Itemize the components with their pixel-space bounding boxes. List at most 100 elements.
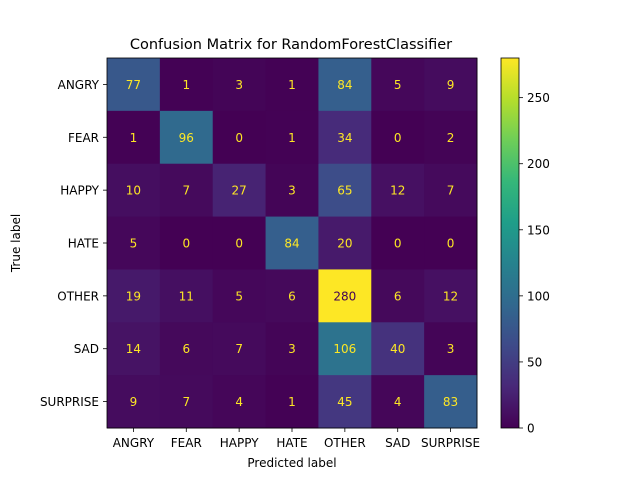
heatmap-cell — [318, 216, 372, 270]
chart-title: Confusion Matrix for RandomForestClassif… — [130, 37, 452, 53]
heatmap-cell — [371, 58, 425, 112]
cell-value-label: 6 — [288, 289, 296, 303]
y-tick-label: SAD — [74, 342, 99, 356]
heatmap-cell — [159, 322, 214, 376]
heatmap-cell — [212, 58, 267, 112]
cell-value-label: 106 — [333, 342, 356, 356]
cell-value-label: 5 — [235, 289, 243, 303]
cell-value-label: 6 — [394, 289, 402, 303]
x-tick-label: FEAR — [171, 436, 202, 450]
cell-value-label: 12 — [390, 184, 405, 198]
heatmap-cells — [107, 58, 478, 429]
cell-value-label: 6 — [182, 342, 190, 356]
heatmap-cell — [371, 163, 425, 218]
cell-value-label: 0 — [394, 131, 402, 145]
cell-value-label: 1 — [288, 78, 296, 92]
cell-value-label: 19 — [126, 289, 141, 303]
heatmap-cell-labels: 77 1 3 1 84 5 91 96 0 1 34 0 210 7 27 3 65 12 75 0 0 84 20 0 019… — [126, 78, 458, 409]
cell-value-label: 9 — [130, 395, 138, 409]
colorbar-tick-label: 0 — [527, 422, 535, 436]
y-tick-label: HATE — [68, 237, 99, 251]
heatmap-cell — [212, 269, 267, 323]
x-tick-label: HATE — [276, 436, 307, 450]
cell-value-label: 7 — [447, 184, 455, 198]
colorbar-tick-label: 100 — [527, 289, 550, 303]
cell-value-label: 2 — [447, 131, 455, 145]
cell-value-label: 11 — [179, 289, 194, 303]
cell-value-label: 3 — [447, 342, 455, 356]
cell-value-label: 280 — [333, 289, 356, 303]
cell-value-label: 83 — [443, 395, 458, 409]
heatmap-cell — [212, 110, 267, 165]
y-tick-label: SURPRISE — [40, 395, 99, 409]
cell-value-label: 3 — [288, 342, 296, 356]
x-tick-label: HAPPY — [220, 436, 259, 450]
heatmap-cell — [318, 163, 372, 218]
colorbar-ticks: 0 50 100 150 200 250 — [519, 91, 550, 436]
heatmap-cell — [107, 110, 161, 165]
cell-value-label: 0 — [182, 237, 190, 251]
colorbar — [500, 57, 520, 429]
heatmap-cell — [159, 375, 214, 429]
heatmap-cell — [159, 58, 214, 112]
cell-value-label: 84 — [284, 237, 299, 251]
heatmap-cell — [107, 269, 161, 323]
cell-value-label: 0 — [235, 131, 243, 145]
cell-value-label: 10 — [126, 184, 141, 198]
heatmap-cell — [159, 216, 214, 270]
cell-value-label: 9 — [447, 78, 455, 92]
cell-value-label: 1 — [130, 131, 138, 145]
cell-value-label: 77 — [126, 78, 141, 92]
heatmap-cell — [265, 269, 319, 323]
heatmap-cell — [424, 216, 478, 270]
heatmap-cell — [265, 375, 319, 429]
heatmap-cell — [371, 216, 425, 270]
cell-value-label: 27 — [232, 184, 247, 198]
heatmap-cell — [107, 375, 161, 429]
y-tick-label: ANGRY — [58, 78, 100, 92]
heatmap-cell — [424, 375, 478, 429]
cell-value-label: 1 — [288, 131, 296, 145]
cell-value-label: 12 — [443, 289, 458, 303]
colorbar-tick-label: 50 — [527, 355, 542, 369]
cell-value-label: 45 — [337, 395, 352, 409]
cell-value-label: 0 — [447, 237, 455, 251]
heatmap-cell — [318, 322, 372, 376]
heatmap-cell — [371, 110, 425, 165]
heatmap-cell — [265, 322, 319, 376]
heatmap-cell — [212, 216, 267, 270]
cell-value-label: 4 — [394, 395, 402, 409]
cell-value-label: 1 — [288, 395, 296, 409]
x-tick-label: SAD — [385, 436, 410, 450]
cell-value-label: 0 — [235, 237, 243, 251]
cell-value-label: 84 — [337, 78, 352, 92]
heatmap-cell — [318, 110, 372, 165]
heatmap-cell — [371, 269, 425, 323]
heatmap-cell — [318, 375, 372, 429]
cell-value-label: 34 — [337, 131, 352, 145]
y-tick-label: OTHER — [57, 289, 99, 303]
y-axis-label: True label — [9, 214, 23, 273]
heatmap-cell — [265, 110, 319, 165]
x-tick-label: ANGRY — [113, 436, 155, 450]
cell-value-label: 3 — [288, 184, 296, 198]
cell-value-label: 5 — [130, 237, 138, 251]
heatmap-cell — [212, 322, 267, 376]
colorbar-tick-label: 200 — [527, 157, 550, 171]
heatmap-cell — [159, 163, 214, 218]
x-tick-label: OTHER — [324, 436, 366, 450]
y-tick-label: HAPPY — [60, 184, 99, 198]
x-axis-ticks: ANGRY FEAR HAPPY HATE OTHER SAD SURPRISE — [113, 428, 480, 450]
cell-value-label: 7 — [235, 342, 243, 356]
heatmap-cell — [107, 163, 161, 218]
cell-value-label: 7 — [182, 184, 190, 198]
heatmap-cell — [159, 269, 214, 323]
heatmap-cell — [371, 375, 425, 429]
heatmap-cell — [424, 269, 478, 323]
heatmap-cell — [265, 58, 319, 112]
cell-value-label: 3 — [235, 78, 243, 92]
heatmap-cell — [424, 110, 478, 165]
heatmap-cell — [159, 110, 214, 165]
heatmap-cell — [424, 163, 478, 218]
heatmap-cell — [265, 163, 319, 218]
